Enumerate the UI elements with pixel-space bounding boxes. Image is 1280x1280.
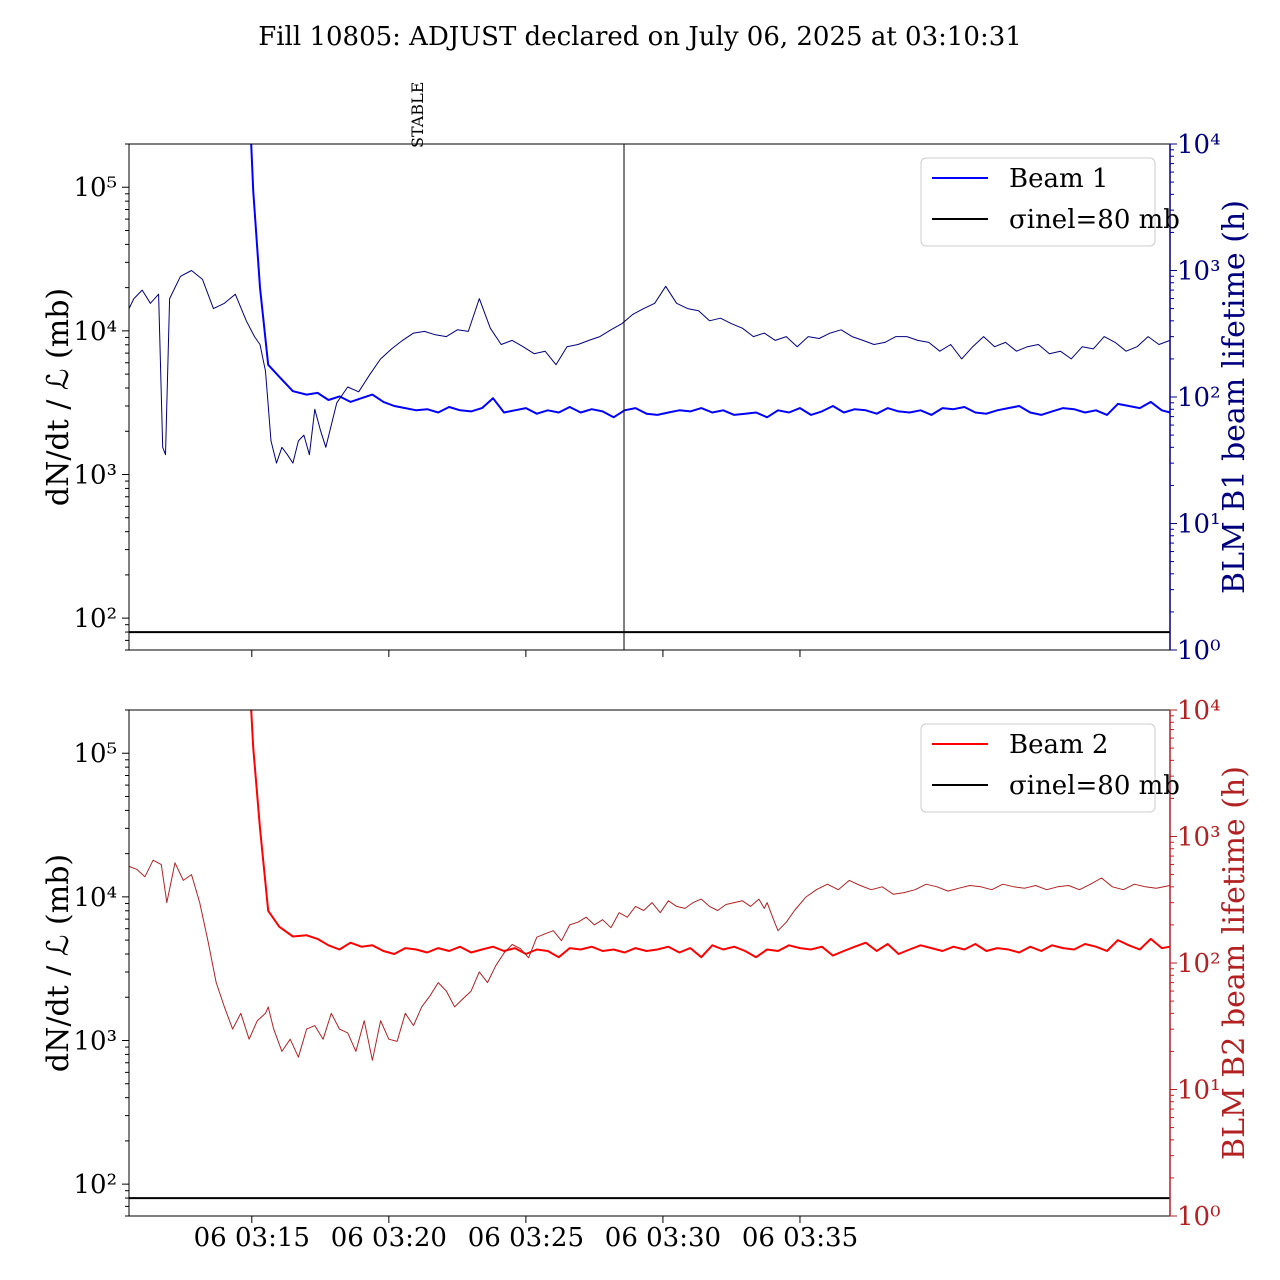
right-tick-label: 10⁰ [1177, 1202, 1221, 1232]
bottom-panel-left-ylabel-text: dN/dt / ℒ (mb) [41, 854, 76, 1072]
left-tick-label: 10³ [73, 1027, 117, 1057]
left-tick-label: 10² [73, 1170, 117, 1200]
bottom-panel-x-ticks: 06 03:15 06 03:20 06 03:25 06 03:30 06 03:35 [194, 1216, 858, 1253]
top-panel-legend: Beam 1 σinel=80 mb [920, 157, 1180, 247]
series-beam-2 [250, 709, 1171, 959]
chart-title: Fill 10805: ADJUST declared on July 06, … [258, 22, 1022, 52]
bottom-panel-legend: Beam 2 σinel=80 mb [920, 723, 1180, 813]
bottom-panel-series [128, 709, 1171, 1200]
top-legend-label-beam1: Beam 1 [1009, 164, 1108, 194]
top-panel-right-ylabel: BLM B1 beam lifetime (h) [1217, 200, 1252, 594]
left-tick-label: 10⁴ [73, 317, 117, 347]
series-blm-lifetime [128, 859, 1171, 1061]
left-tick-label: 10⁵ [73, 173, 117, 203]
x-tick-label: 06 03:25 [468, 1223, 584, 1253]
bottom-legend-label-sigma: σinel=80 mb [1009, 771, 1180, 801]
right-tick-label: 10⁴ [1177, 130, 1221, 160]
bottom-panel-right-ticks: 10⁰ 10¹ 10² 10³ 10⁴ [1169, 696, 1221, 1232]
top-panel-right-ticks: 10⁰ 10¹ 10² 10³ 10⁴ [1169, 130, 1221, 666]
right-tick-label: 10² [1177, 949, 1221, 979]
x-tick-label: 06 03:15 [194, 1223, 310, 1253]
right-tick-label: 10³ [1177, 823, 1221, 853]
top-legend-label-sigma: σinel=80 mb [1009, 205, 1180, 235]
left-tick-label: 10⁵ [73, 739, 117, 769]
left-tick-label: 10³ [73, 461, 117, 491]
x-tick-label: 06 03:35 [742, 1223, 858, 1253]
top-panel-left-ylabel: dN/dt / ℒ (mb) [41, 288, 76, 506]
stable-annotation: STABLE [408, 82, 427, 148]
bottom-legend-label-beam2: Beam 2 [1009, 730, 1108, 760]
top-panel-x-ticks [251, 650, 801, 657]
bottom-panel-right-ylabel-text: BLM B2 beam lifetime (h) [1217, 766, 1252, 1160]
right-tick-label: 10⁰ [1177, 636, 1221, 666]
left-tick-label: 10² [73, 604, 117, 634]
left-tick-label: 10⁴ [73, 883, 117, 913]
right-tick-label: 10¹ [1177, 510, 1221, 540]
top-panel-left-ylabel-text: dN/dt / ℒ (mb) [41, 288, 76, 506]
right-tick-label: 10³ [1177, 257, 1221, 287]
bottom-panel-left-ticks: 10² 10³ 10⁴ 10⁵ [73, 709, 129, 1217]
right-tick-label: 10² [1177, 383, 1221, 413]
bottom-panel-left-ylabel: dN/dt / ℒ (mb) [41, 854, 76, 1072]
right-tick-label: 10¹ [1177, 1076, 1221, 1106]
x-tick-label: 06 03:30 [605, 1223, 721, 1253]
bottom-panel-right-ylabel: BLM B2 beam lifetime (h) [1217, 766, 1252, 1160]
stable-annotation-text: STABLE [408, 82, 427, 148]
top-panel-series [128, 143, 1171, 650]
top-panel: 10² 10³ 10⁴ 10⁵ 10⁰ 10¹ 10² 10³ 10⁴ dN/dt / ℒ (… [41, 82, 1252, 666]
series-beam-1 [250, 143, 1171, 419]
x-tick-label: 06 03:20 [331, 1223, 447, 1253]
bottom-legend-box [920, 723, 1156, 813]
top-legend-box [920, 157, 1156, 247]
right-tick-label: 10⁴ [1177, 696, 1221, 726]
top-panel-right-ylabel-text: BLM B1 beam lifetime (h) [1217, 200, 1252, 594]
top-panel-left-ticks: 10² 10³ 10⁴ 10⁵ [73, 143, 129, 651]
series-blm-lifetime [128, 270, 1171, 464]
